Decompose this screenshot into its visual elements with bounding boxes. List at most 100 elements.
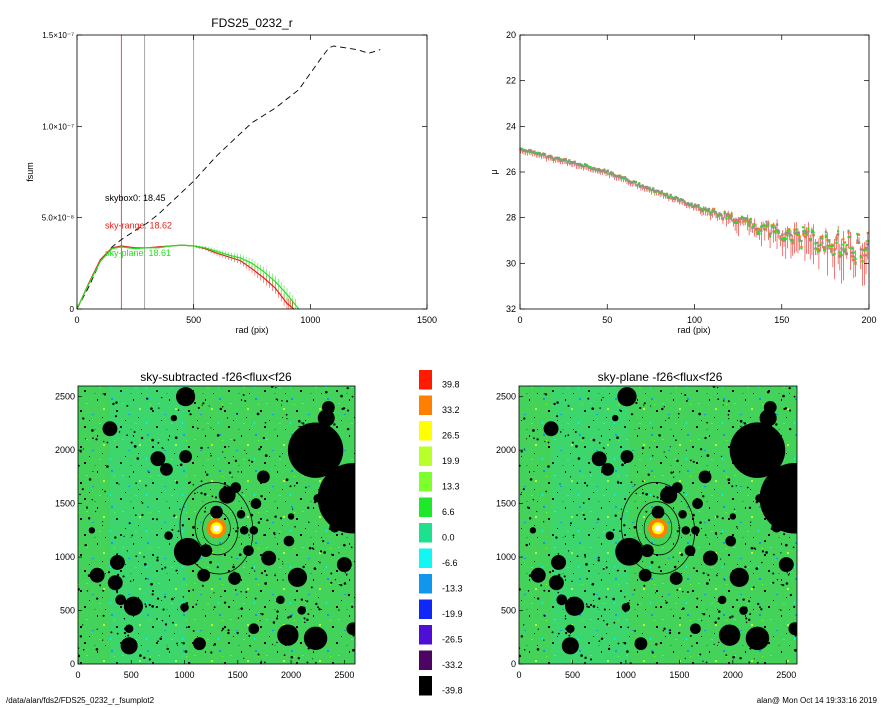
image-left-speckle xyxy=(257,653,260,656)
image-right-speckle xyxy=(731,485,734,488)
image-right-speckle xyxy=(756,661,759,664)
image-right-speckle xyxy=(527,590,530,592)
surface-brightness-point xyxy=(788,228,791,231)
image-right-mask xyxy=(621,603,631,612)
surface-brightness-point xyxy=(700,210,704,213)
image-left-speckle xyxy=(334,579,337,581)
image-left-aperture-inner xyxy=(202,510,231,546)
surface-brightness-point xyxy=(861,260,864,263)
image-left-speckle xyxy=(164,566,167,569)
image-left-ytick-label: 2000 xyxy=(55,445,75,455)
image-right-speckle xyxy=(616,569,619,572)
image-right-speckle xyxy=(715,574,718,577)
image-left-frame xyxy=(77,385,356,665)
image-right-speckle xyxy=(586,577,588,580)
surface-brightness-point xyxy=(742,217,745,220)
image-left-mask xyxy=(313,494,322,503)
image-left-mask xyxy=(317,463,355,534)
surface-brightness-point xyxy=(564,159,567,162)
image-right-speckle xyxy=(543,589,546,592)
image-right-mask xyxy=(759,462,797,534)
surface-brightness-point xyxy=(610,172,613,175)
image-left-speckle xyxy=(203,510,206,513)
image-right-ytick-label: 2000 xyxy=(496,445,516,455)
surface-brightness-point xyxy=(662,193,665,196)
image-right-speckle xyxy=(748,661,751,664)
image-right-speckle xyxy=(633,589,636,591)
image-right-speckle xyxy=(557,632,560,635)
image-right-speckle xyxy=(651,427,653,429)
surface-brightness-point xyxy=(831,244,834,247)
image-left-speckle xyxy=(103,393,107,396)
image-right-speckle xyxy=(598,640,601,643)
image-left-mask xyxy=(336,557,352,573)
image-left-speckle xyxy=(207,447,209,449)
image-left-speckle xyxy=(274,515,277,518)
image-right-speckle xyxy=(786,572,788,574)
image-left-speckle xyxy=(306,506,310,509)
surface-brightness-point xyxy=(758,229,761,232)
image-right-speckle xyxy=(676,530,679,533)
image-right-speckle xyxy=(584,556,587,558)
image-right-speckle xyxy=(650,405,652,407)
image-left-speckle xyxy=(126,550,128,552)
surface-brightness-point xyxy=(817,250,821,253)
image-right-speckle xyxy=(532,429,535,432)
image-left-aperture xyxy=(194,501,239,556)
image-left-speckle xyxy=(219,407,223,411)
image-right-speckle xyxy=(672,556,674,558)
image-left-speckle xyxy=(346,386,349,390)
surface-brightness-point xyxy=(533,150,536,153)
image-left-speckle xyxy=(235,530,238,533)
surface-brightness-point xyxy=(634,180,637,184)
image-right-speckle xyxy=(717,398,720,401)
image-left-speckle xyxy=(166,647,169,651)
surface-brightness-point xyxy=(734,221,737,224)
image-right-speckle xyxy=(748,506,752,509)
image-left-speckle xyxy=(88,478,92,481)
image-right-speckle xyxy=(549,571,552,574)
image-right-speckle xyxy=(602,446,605,449)
surface-brightness-point xyxy=(655,189,658,193)
image-right-speckle xyxy=(564,535,566,537)
image-left-speckle xyxy=(179,508,181,510)
image-right-speckle xyxy=(772,581,775,584)
image-left-speckle xyxy=(92,437,94,440)
image-left-speckle xyxy=(123,617,126,620)
colorbar-label: 19.9 xyxy=(442,456,460,466)
image-right-mask xyxy=(615,537,644,566)
surface-brightness-point xyxy=(802,230,805,233)
image-left-speckle xyxy=(231,556,233,558)
image-left-speckle xyxy=(208,405,210,407)
image-right-speckle xyxy=(793,648,797,652)
image-right-xtick-label: 0 xyxy=(516,670,521,680)
surface-brightness-point xyxy=(578,162,581,166)
surface-brightness-point xyxy=(849,236,852,239)
image-right-speckle xyxy=(564,617,567,620)
image-right-speckle xyxy=(567,404,570,407)
image-left-speckle xyxy=(123,535,125,537)
image-right-mask xyxy=(702,550,718,566)
image-right-speckle xyxy=(568,634,571,637)
image-right-xtick-label: 2000 xyxy=(723,670,743,680)
image-right-speckle xyxy=(602,567,605,570)
image-left-speckle xyxy=(346,427,350,431)
image-left-speckle xyxy=(283,654,286,656)
colorbar-label: -26.5 xyxy=(442,635,463,645)
image-left-speckle xyxy=(145,577,147,580)
surface-brightness-point xyxy=(592,167,595,170)
image-left-speckle xyxy=(344,572,346,574)
image-right-speckle xyxy=(609,439,611,441)
surface-brightness-point xyxy=(819,244,822,247)
surface-brightness-point xyxy=(597,168,601,171)
surface-brightness-point xyxy=(711,209,714,212)
image-left-speckle xyxy=(238,553,242,557)
image-left-speckle xyxy=(213,592,215,594)
image-right-speckle xyxy=(614,514,617,517)
surface-brightness-point xyxy=(657,189,660,192)
image-right-speckle xyxy=(629,662,632,664)
image-left-speckle xyxy=(213,606,216,609)
surface-brightness-point xyxy=(857,241,861,244)
surface-brightness-point xyxy=(795,232,798,235)
image-right-speckle xyxy=(576,555,579,558)
